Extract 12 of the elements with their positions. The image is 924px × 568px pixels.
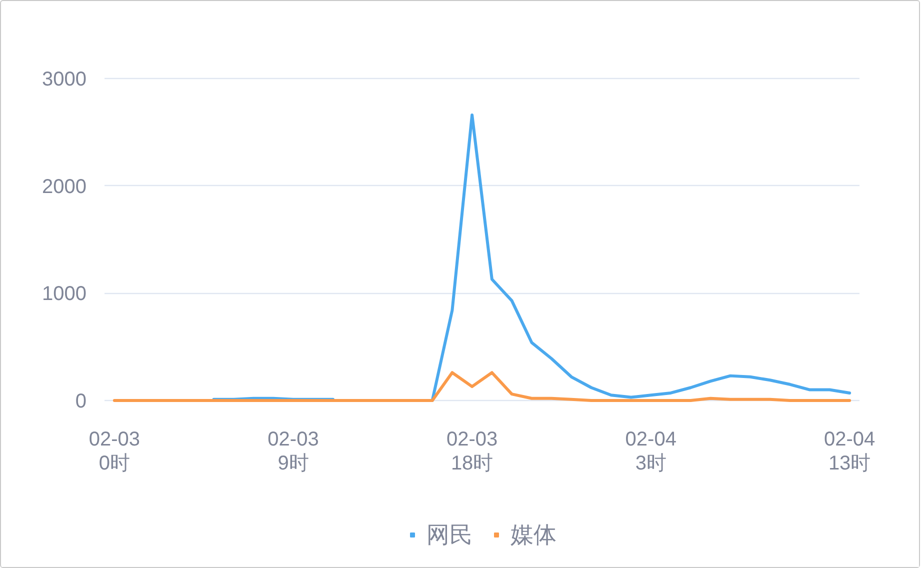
y-tick-label: 3000 — [42, 68, 87, 90]
y-tick-label: 1000 — [42, 283, 87, 306]
x-tick-label: 02-03 0时 — [88, 428, 140, 475]
y-tick-label: 2000 — [42, 176, 87, 198]
y-tick-label: 0 — [75, 390, 86, 412]
x-tick-label: 02-03 18时 — [446, 428, 498, 475]
x-tick-label: 02-04 3时 — [625, 428, 676, 475]
legend-label: 网民 — [426, 520, 472, 549]
x-tick-label: 02-04 13时 — [824, 428, 876, 475]
line-series — [112, 371, 852, 402]
x-tick-label: 02-03 9时 — [268, 428, 319, 475]
legend-label: 媒体 — [510, 520, 556, 549]
